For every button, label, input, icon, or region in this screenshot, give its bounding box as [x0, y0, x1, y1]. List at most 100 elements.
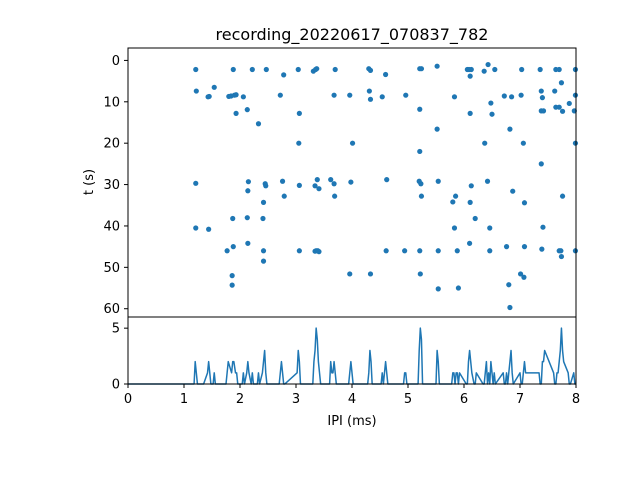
raster-point	[249, 66, 255, 73]
histogram-x-tick-label: 3	[292, 392, 300, 407]
raster-point	[417, 248, 423, 254]
raster-point	[314, 66, 320, 72]
raster-point	[367, 67, 374, 73]
raster-point	[260, 215, 266, 222]
histogram-x-tick-label: 0	[124, 392, 132, 407]
raster-point	[559, 193, 566, 199]
raster-point	[384, 177, 390, 183]
histogram-x-axis-label: IPI (ms)	[327, 414, 376, 429]
raster-point	[454, 248, 460, 254]
histogram-y-ticks: 05	[112, 322, 128, 393]
raster-y-tick-label: 0	[112, 54, 120, 69]
raster-point	[467, 110, 473, 116]
histogram-x-tick-label: 2	[236, 392, 244, 407]
raster-point	[255, 121, 262, 127]
raster-point	[539, 246, 545, 252]
raster-point	[492, 66, 498, 73]
raster-point	[503, 244, 510, 250]
raster-point	[451, 94, 458, 100]
raster-point	[206, 226, 212, 232]
raster-point	[537, 66, 543, 73]
raster-point	[451, 225, 458, 231]
raster-point	[314, 177, 320, 183]
raster-point	[558, 80, 565, 86]
histogram-y-tick-label: 5	[112, 322, 120, 337]
raster-point	[244, 215, 250, 221]
raster-y-tick-label: 30	[103, 178, 120, 193]
raster-point	[245, 188, 251, 194]
raster-point	[260, 199, 267, 205]
raster-point	[510, 188, 516, 194]
raster-point	[193, 180, 199, 186]
raster-point	[572, 140, 579, 146]
raster-point	[481, 68, 487, 74]
raster-y-axis-label: t (s)	[82, 169, 97, 195]
raster-point	[517, 271, 524, 277]
raster-point	[233, 110, 239, 116]
raster-point	[509, 94, 515, 100]
raster-point	[348, 179, 354, 185]
raster-point	[230, 244, 236, 250]
raster-point	[435, 178, 441, 184]
histogram-x-tick-label: 8	[572, 392, 580, 407]
raster-point	[455, 285, 461, 291]
raster-point	[518, 92, 524, 98]
raster-point	[193, 225, 199, 231]
raster-point	[277, 92, 283, 98]
raster-point	[233, 92, 239, 98]
raster-y-tick-label: 60	[103, 302, 120, 317]
raster-point	[472, 215, 478, 222]
raster-point	[347, 271, 353, 277]
raster-point	[349, 140, 356, 146]
raster-point	[487, 248, 493, 254]
raster-point	[520, 140, 526, 146]
raster-point	[211, 84, 217, 90]
raster-point	[230, 66, 236, 73]
raster-point	[206, 93, 212, 100]
raster-point	[501, 93, 507, 99]
raster-point	[332, 66, 338, 73]
raster-point	[281, 72, 287, 78]
raster-point	[281, 193, 287, 199]
raster-point	[296, 248, 302, 254]
raster-point	[295, 66, 301, 73]
raster-point	[435, 286, 441, 292]
raster-point	[331, 181, 337, 187]
raster-point	[418, 66, 425, 72]
raster-point	[418, 193, 425, 199]
histogram-y-tick-label: 0	[112, 378, 120, 393]
raster-point	[489, 111, 495, 117]
histogram-x-tick-label: 7	[516, 392, 524, 407]
raster-point	[521, 274, 527, 280]
raster-point	[296, 140, 302, 146]
raster-point	[240, 94, 246, 100]
raster-point	[488, 100, 494, 106]
raster-point	[316, 249, 322, 255]
raster-y-tick-label: 50	[103, 261, 120, 276]
raster-point	[417, 106, 423, 112]
raster-point	[519, 66, 525, 73]
raster-point	[450, 199, 456, 205]
raster-point	[540, 108, 547, 114]
raster-point	[402, 248, 408, 254]
raster-point	[556, 66, 562, 73]
raster-point	[193, 66, 199, 73]
raster-point	[572, 92, 579, 98]
raster-point	[312, 183, 318, 189]
raster-point	[467, 73, 473, 79]
raster-point	[260, 258, 267, 264]
raster-point	[316, 186, 322, 192]
raster-point	[260, 248, 267, 254]
raster-point	[263, 183, 269, 189]
raster-point	[383, 71, 389, 78]
raster-point	[484, 178, 491, 184]
raster-point	[485, 61, 491, 68]
raster-point	[507, 126, 513, 132]
histogram-x-tick-label: 1	[180, 392, 188, 407]
raster-point	[468, 183, 474, 189]
raster-point	[467, 240, 473, 246]
raster-point	[521, 200, 528, 206]
raster-point	[296, 182, 302, 188]
